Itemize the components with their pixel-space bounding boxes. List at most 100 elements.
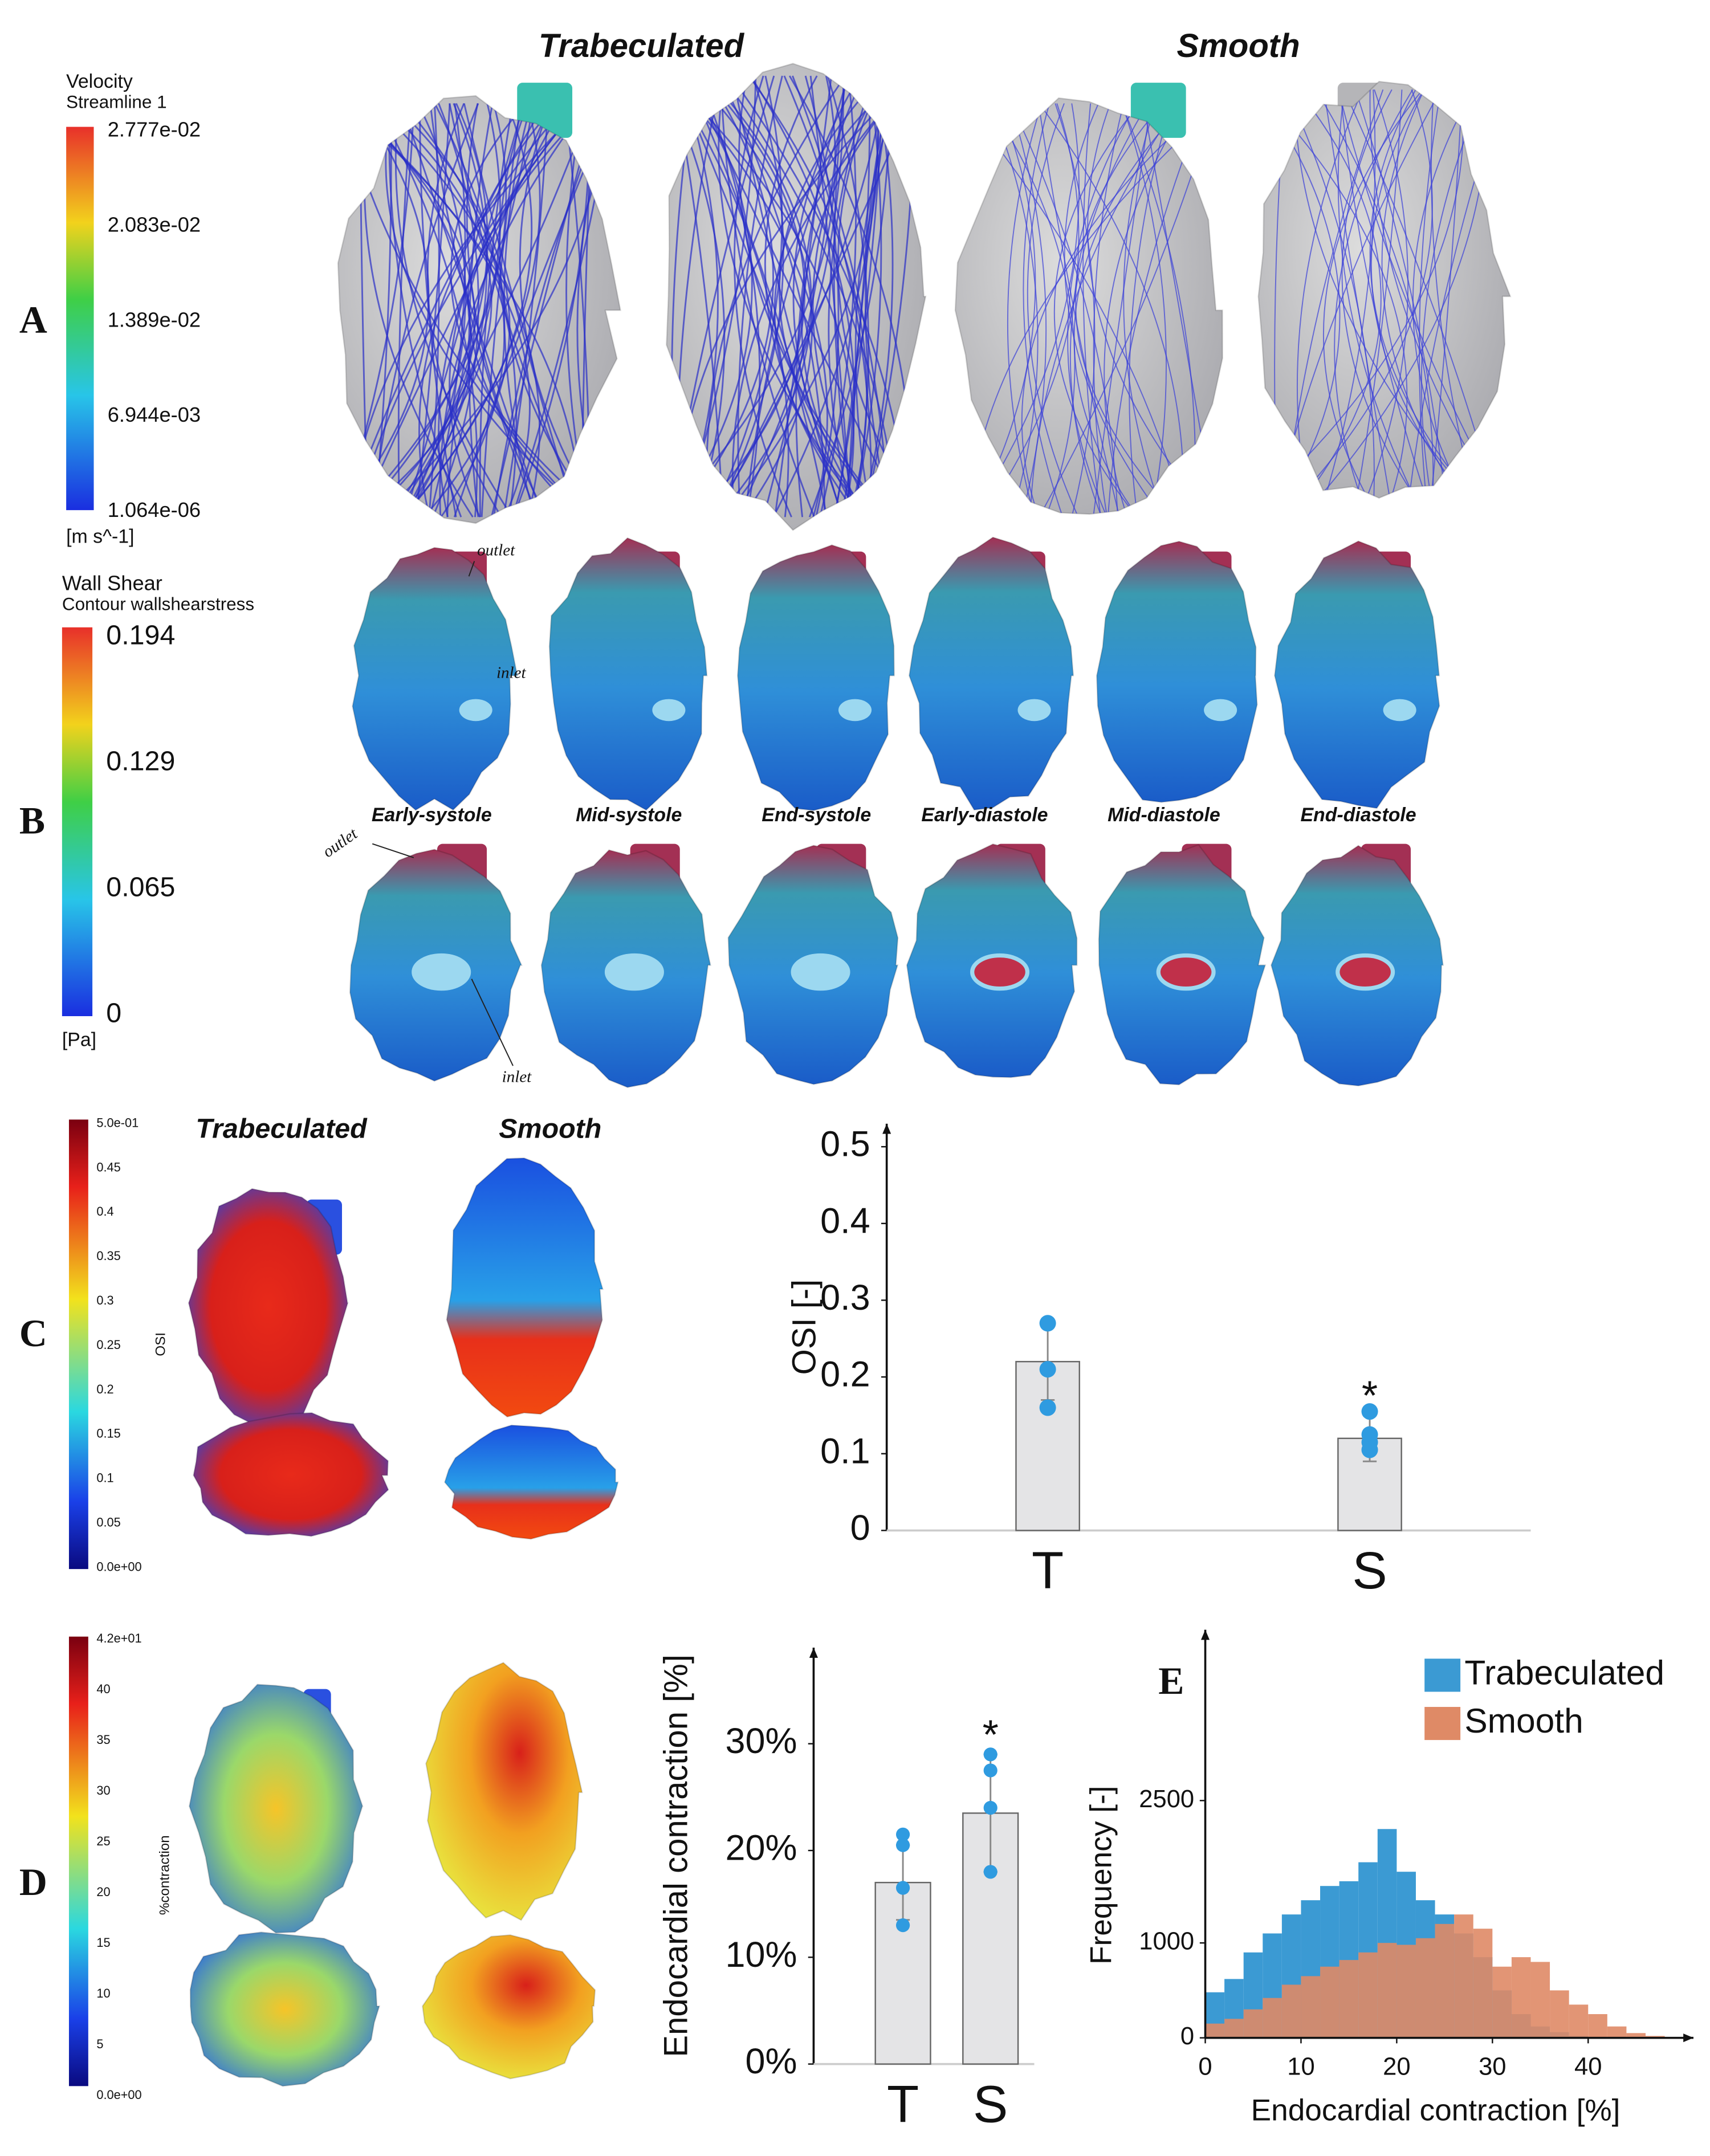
streamline <box>736 76 844 517</box>
legend-swatch <box>1424 1658 1461 1692</box>
y-tick-label: 20% <box>726 1828 797 1868</box>
inlet-opening <box>459 699 492 722</box>
streamline <box>1412 89 1474 498</box>
streamline <box>673 75 753 518</box>
streamline <box>1009 103 1047 515</box>
contraction-rendering <box>189 1931 381 2087</box>
data-point <box>895 1881 910 1895</box>
colorbar-tick: 30 <box>96 1783 110 1798</box>
colorbar-tick: 6.944e-03 <box>108 403 201 426</box>
wss-rendering <box>1273 540 1440 809</box>
histogram-bar <box>1569 2004 1589 2038</box>
y-tick-label: 0.4 <box>820 1201 870 1241</box>
x-tick-label: 0 <box>1198 2053 1212 2080</box>
colorbar-tick: 10 <box>96 1986 110 2000</box>
y-axis-label: OSI [-] <box>786 1279 823 1375</box>
streamline <box>1038 103 1120 515</box>
y-axis-label: Frequency [-] <box>1085 1786 1118 1965</box>
legend-swatch <box>1424 1707 1461 1741</box>
phase-label: Mid-diastole <box>1108 804 1220 826</box>
contraction-rendering <box>188 1684 364 1934</box>
histogram-bar <box>1550 1990 1569 2038</box>
colorbar-tick: 0.35 <box>96 1249 120 1263</box>
osi-rendering <box>443 1424 619 1540</box>
streamline <box>970 103 1080 515</box>
panel-letter: B <box>19 799 45 842</box>
streamline <box>1286 89 1375 498</box>
streamline <box>852 75 882 517</box>
colorbar-label: %contraction <box>157 1835 173 1915</box>
histogram-bar <box>1243 2009 1263 2038</box>
colorbar-tick: 0.129 <box>106 745 175 776</box>
streamline <box>1381 89 1464 498</box>
colorbar-tick: 5.0e-01 <box>96 1115 139 1130</box>
histogram-bar <box>1263 1998 1282 2038</box>
panel-letter: C <box>19 1312 47 1355</box>
annotation: * <box>1362 1373 1378 1419</box>
legend-subtitle: Streamline 1 <box>66 92 166 112</box>
streamline <box>450 103 603 518</box>
phase-label: Mid-systole <box>576 804 682 826</box>
streamline <box>446 103 552 517</box>
streamline <box>713 75 784 517</box>
bar <box>1337 1437 1402 1531</box>
streamline <box>1337 89 1418 498</box>
streamline <box>392 103 511 518</box>
colorbar <box>66 127 94 511</box>
data-point <box>1039 1315 1056 1332</box>
streamline <box>1355 89 1447 498</box>
wss-rendering <box>736 544 895 812</box>
histogram-bar <box>1281 1984 1301 2038</box>
panel-title: Trabeculated <box>196 1114 368 1144</box>
streamline <box>1259 89 1464 498</box>
streamline <box>990 103 1039 515</box>
streamline <box>1007 103 1043 515</box>
streamline <box>1420 89 1485 498</box>
inlet-opening <box>604 953 664 991</box>
legend-label: Smooth <box>1464 1701 1583 1740</box>
data-point <box>895 1838 910 1852</box>
streamline <box>503 103 549 517</box>
y-axis-label: Endocardial contraction [%] <box>658 1654 695 2057</box>
streamline <box>774 75 833 517</box>
streamline <box>1297 89 1382 498</box>
heart-rendering <box>666 63 927 531</box>
streamline <box>744 75 864 517</box>
data-point <box>1361 1441 1378 1458</box>
inlet-opening <box>1017 699 1051 722</box>
inlet-opening <box>1204 699 1237 722</box>
colorbar-tick: 2.777e-02 <box>108 117 201 141</box>
streamline <box>783 75 872 517</box>
streamline <box>792 75 861 517</box>
histogram-bar <box>1454 1914 1473 2038</box>
data-point <box>1039 1399 1056 1416</box>
histogram-bar <box>1588 2014 1607 2038</box>
streamline <box>1082 103 1102 515</box>
outlet-label: outlet <box>319 824 361 861</box>
colorbar-tick: 25 <box>96 1834 110 1848</box>
streamlines <box>337 103 613 518</box>
legend-title: Wall Shear <box>62 571 162 594</box>
streamline <box>352 103 507 518</box>
panel-letter: D <box>19 1861 47 1904</box>
streamline <box>812 75 887 517</box>
streamline <box>373 103 541 517</box>
streamline <box>340 103 531 517</box>
pointer <box>471 979 514 1066</box>
colorbar-tick: 1.064e-06 <box>108 498 201 521</box>
contraction-rendering <box>425 1661 583 1921</box>
streamlines <box>964 103 1220 515</box>
y-tick-label: 0 <box>1180 2023 1194 2050</box>
pointer <box>468 561 475 577</box>
streamline <box>1093 103 1152 515</box>
colorbar-tick: 40 <box>96 1682 110 1696</box>
x-tick-label: T <box>1032 1542 1064 1600</box>
streamline <box>1323 89 1376 498</box>
colorbar-tick: 20 <box>96 1885 110 1899</box>
phase-label: End-systole <box>762 804 871 826</box>
streamline <box>1294 89 1476 498</box>
x-tick-label: 40 <box>1574 2053 1602 2080</box>
streamline <box>354 103 472 518</box>
